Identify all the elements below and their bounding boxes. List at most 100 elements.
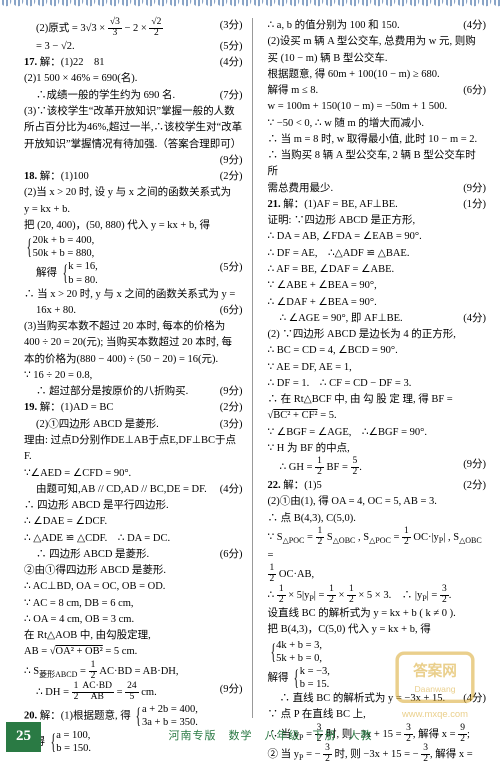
text-line: (2)1 500 × 46% = 690(名).: [18, 71, 243, 87]
text-line: 证明: ∵四边形 ABCD 是正方形,: [262, 213, 487, 229]
score-mark: (1分): [459, 197, 486, 213]
text-line: ∴ DF = AE, ∴△ADF ≌ △BAE.: [262, 246, 487, 262]
text-line: ∴ DF = 1. ∴ CF = CD − DF = 3.: [262, 376, 487, 392]
score-mark: (4分): [459, 18, 486, 34]
text-line: 在 Rt△AOB 中, 由勾股定理,: [18, 628, 243, 644]
page-footer: 25 河南专版 数学 八年级 下册 人教: [0, 722, 500, 752]
text-line: ∴ DA = AB, ∠FDA = ∠EAB = 90°.: [262, 229, 487, 245]
text-line: ∵ AE = DF, AE = 1,: [262, 360, 487, 376]
right-column: ∴ a, b 的值分别为 100 和 150.(4分)(2)设买 m 辆 A 型…: [252, 18, 487, 718]
text-line: ∵ ∠BGF = ∠AGE, ∴∠BGF = 90°.: [262, 425, 487, 441]
score-mark: (7分): [216, 88, 243, 104]
text-line: 解得 {k = −3,b = 15.: [262, 665, 487, 691]
text-line: ∴ AF = BE, ∠DAF = ∠ABE.: [262, 262, 487, 278]
line-text: ∴ ∠AGE = 90°, 即 AF⊥BE.: [280, 311, 460, 327]
text-line: {4k + b = 3,5k + b = 0,: [262, 639, 487, 665]
text-line: ∴ a, b 的值分别为 100 和 150.(4分): [262, 18, 487, 34]
text-line: ∵ ∠ABE + ∠BEA = 90°,: [262, 278, 487, 294]
text-line: 把 B(4,3)，C(5,0) 代入 y = kx + b, 得: [262, 622, 487, 638]
text-line: √BC² + CF² = 5.: [262, 408, 487, 424]
line-text: 19. 解：(1)AD = BC: [24, 400, 216, 416]
line-text: 解得 {k = 16,b = 80.: [36, 260, 216, 286]
score-mark: (9分): [216, 153, 243, 169]
line-text: 需总费用最少.: [268, 181, 460, 197]
text-line: ∴ ∠AGE = 90°, 即 AF⊥BE.(4分): [262, 311, 487, 327]
top-wave-border: [0, 0, 500, 12]
text-line: y = kx + b.: [18, 202, 243, 218]
line-text: ∴ 四边形 ABCD 是菱形.: [36, 547, 216, 563]
line-text: 解得 m ≤ 8.: [268, 83, 460, 99]
line-text: = 3 − √2.: [36, 39, 216, 55]
text-line: 本的价格为(880 − 400) ÷ (50 − 20) = 16(元).: [18, 352, 243, 368]
score-mark: (6分): [459, 83, 486, 99]
text-line: 需总费用最少.(9分): [262, 181, 487, 197]
line-text: 由题可知,AB // CD,AD // BC,DE = DF.: [36, 482, 216, 498]
text-line: ∴成绩一般的学生约为 690 名.(7分): [18, 88, 243, 104]
score-mark: (4分): [459, 691, 486, 707]
text-line: ∴ ∠DAE = ∠DCF.: [18, 514, 243, 530]
line-text: 17. 解：(1)22 81: [24, 55, 216, 71]
line-text: 22. 解：(1)5: [268, 478, 460, 494]
line-text: (2)原式 = 3√3 × √33 − 2 × √22: [36, 18, 216, 39]
line-text: (2)①四边形 ABCD 是菱形.: [36, 417, 216, 433]
score-mark: (9分): [216, 682, 243, 698]
line-text: 21. 解：(1)AF = BE, AF⊥BE.: [268, 197, 460, 213]
text-line: 19. 解：(1)AD = BC(2分): [18, 400, 243, 416]
text-line: (2)原式 = 3√3 × √33 − 2 × √22(3分): [18, 18, 243, 39]
text-line: AB = √OA² + OB² = 5 cm.: [18, 644, 243, 660]
text-line: ∴ 直线 BC 的解析式为 y = −3x + 15.(4分): [262, 691, 487, 707]
text-line: 所占百分比为46%,超过一半,∴该校学生对“改革: [18, 120, 243, 136]
text-line: (2)设买 m 辆 A 型公交车, 总费用为 w 元, 则购: [262, 34, 487, 50]
footer-text: 河南专版 数学 八年级 下册 人教: [41, 728, 500, 745]
text-line: 理由: 过点D分别作DE⊥AB于点E,DF⊥BC于点F.: [18, 433, 243, 466]
line-text: ∴ a, b 的值分别为 100 和 150.: [268, 18, 460, 34]
text-line: ∴ AC⊥BD, OA = OC, OB = OD.: [18, 579, 243, 595]
text-line: (3)∵该校学生“改革开放知识”掌握一般的人数: [18, 104, 243, 120]
text-line: ∴ 四边形 ABCD 是菱形.(6分): [18, 547, 243, 563]
text-line: 17. 解：(1)22 81(4分): [18, 55, 243, 71]
score-mark: (3分): [216, 417, 243, 433]
text-line: (2) ∵四边形 ABCD 是边长为 4 的正方形,: [262, 327, 487, 343]
score-mark: (2分): [216, 400, 243, 416]
text-line: (2)当 x > 20 时, 设 y 与 x 之间的函数关系式为: [18, 185, 243, 201]
text-line: ∵ AC = 8 cm, DB = 6 cm,: [18, 596, 243, 612]
text-line: 开放知识”掌握情况有待加强.（答案合理即可）: [18, 137, 243, 153]
text-line: 根据题意, 得 60m + 100(10 − m) ≥ 680.: [262, 67, 487, 83]
line-text: ∴ GH = 12 BF = 52.: [280, 457, 460, 478]
text-line: 21. 解：(1)AF = BE, AF⊥BE.(1分): [262, 197, 487, 213]
score-mark: (5分): [216, 39, 243, 55]
text-line: ∴ 在 Rt△BCF 中, 由 勾 股 定 理, 得 BF =: [262, 392, 487, 408]
page-number: 25: [6, 722, 41, 751]
line-text: ∴ DH = 12AC·BDAB = 245 cm.: [36, 682, 216, 703]
text-line: ∵ S△POC = 12 S△OBC , S△POC = 12 OC·|yP| …: [262, 527, 487, 564]
score-mark: (2分): [216, 169, 243, 185]
line-text: 16x + 80.: [36, 303, 216, 319]
text-line: 22. 解：(1)5(2分): [262, 478, 487, 494]
line-text: ∴成绩一般的学生约为 690 名.: [36, 88, 216, 104]
text-line: ∴ 四边形 ABCD 是平行四边形.: [18, 498, 243, 514]
score-mark: (9分): [216, 384, 243, 400]
text-line: 解得 {k = 16,b = 80.(5分): [18, 260, 243, 286]
text-line: w = 100m + 150(10 − m) = −50m + 1 500.: [262, 99, 487, 115]
text-line: {20k + b = 400,50k + b = 880,: [18, 234, 243, 260]
text-line: 16x + 80.(6分): [18, 303, 243, 319]
score-mark: (3分): [216, 18, 243, 34]
score-mark: (6分): [216, 303, 243, 319]
text-line: ∴ 当 x > 20 时, y 与 x 之间的函数关系式为 y =: [18, 287, 243, 303]
line-text: 18. 解：(1)100: [24, 169, 216, 185]
score-mark: (4分): [216, 55, 243, 71]
text-line: ∵ 16 ÷ 20 = 0.8,: [18, 368, 243, 384]
score-mark: (4分): [459, 311, 486, 327]
text-line: ∴ 当购买 8 辆 A 型公交车, 2 辆 B 型公交车时所: [262, 148, 487, 181]
score-mark: (6分): [216, 547, 243, 563]
text-line: ∴ 当 m = 8 时, w 取得最小值, 此时 10 − m = 2.: [262, 132, 487, 148]
text-line: ∴ DH = 12AC·BDAB = 245 cm.(9分): [18, 682, 243, 703]
text-line: ∵ H 为 BF 的中点,: [262, 441, 487, 457]
text-line: 买 (10 − m) 辆 B 型公交车.: [262, 51, 487, 67]
text-line: ∴ 点 B(4,3), C(5,0).: [262, 511, 487, 527]
score-mark: (9分): [459, 181, 486, 197]
score-mark: (9分): [459, 457, 486, 473]
text-line: ②由①得四边形 ABCD 是菱形.: [18, 563, 243, 579]
text-line: ∴ 超过部分是按原价的八折购买.(9分): [18, 384, 243, 400]
score-mark: (4分): [216, 482, 243, 498]
